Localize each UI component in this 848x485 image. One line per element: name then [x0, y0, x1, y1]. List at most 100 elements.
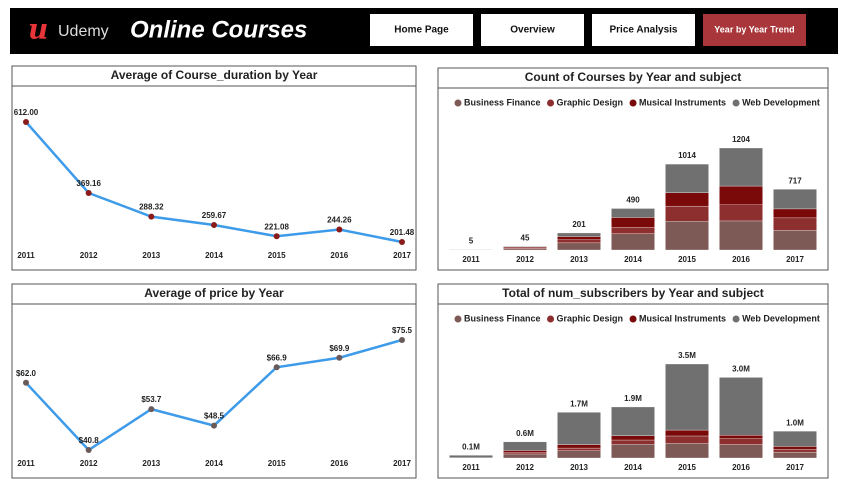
- bar-segment: [557, 412, 601, 445]
- bar-segment: [719, 147, 763, 187]
- logo-icon: u: [28, 13, 48, 46]
- bar-segment: [503, 441, 547, 451]
- legend-label: Web Development: [742, 97, 820, 107]
- point: [85, 447, 92, 453]
- legend-swatch: [454, 99, 462, 107]
- bar-segment: [557, 239, 601, 244]
- point: [336, 226, 343, 233]
- bar-segment: [503, 452, 547, 455]
- bar-segment: [557, 450, 601, 459]
- bar-segment: [773, 451, 817, 459]
- data-label: 288.32: [139, 203, 164, 212]
- bar-segment: [611, 227, 655, 234]
- total-label: 1.0M: [786, 418, 804, 427]
- nav-button[interactable]: [370, 14, 473, 46]
- chart-title: Average of price by Year: [144, 286, 284, 300]
- total-label: 1.9M: [624, 394, 642, 403]
- bar-segment: [611, 406, 655, 436]
- x-tick-label: 2016: [330, 251, 348, 260]
- legend-label: Business Finance: [464, 97, 541, 107]
- x-tick-label: 2012: [516, 463, 534, 472]
- data-label: 201.48: [390, 228, 415, 237]
- nav-button[interactable]: [703, 14, 806, 46]
- total-label: 717: [788, 176, 802, 185]
- x-tick-label: 2011: [462, 463, 480, 472]
- x-tick-label: 2015: [268, 251, 286, 260]
- nav-label[interactable]: Year by Year Trend: [714, 24, 794, 34]
- total-label: 1204: [732, 135, 750, 144]
- x-tick-label: 2014: [624, 255, 642, 264]
- bar-segment: [665, 221, 709, 251]
- bar-segment: [557, 447, 601, 451]
- data-label: $40.8: [79, 436, 100, 445]
- legend-swatch: [732, 315, 740, 323]
- total-label: 3.5M: [678, 351, 696, 360]
- bar-segment: [611, 439, 655, 445]
- bar-segment: [557, 232, 601, 237]
- bar-segment: [449, 455, 493, 458]
- bar-segment: [773, 189, 817, 210]
- data-label: $69.9: [329, 344, 350, 353]
- total-label: 1014: [678, 151, 696, 160]
- legend-label: Graphic Design: [557, 97, 624, 107]
- bar-segment: [503, 453, 547, 459]
- legend-swatch: [629, 315, 637, 323]
- x-tick-label: 2013: [142, 251, 160, 260]
- bar-segment: [665, 443, 709, 459]
- bar-segment: [773, 446, 817, 450]
- point: [148, 213, 155, 220]
- nav-button[interactable]: [481, 14, 584, 46]
- legend-label: Web Development: [742, 313, 820, 323]
- point: [211, 221, 217, 228]
- total-label: 1.7M: [570, 399, 588, 408]
- legend-swatch: [454, 315, 462, 323]
- bar-segment: [665, 429, 709, 437]
- x-tick-label: 2015: [678, 463, 696, 472]
- bar-segment: [611, 217, 655, 228]
- bar-segment: [665, 435, 709, 444]
- point: [148, 406, 155, 413]
- panel: [11, 65, 417, 271]
- data-label: 244.26: [327, 216, 352, 225]
- x-tick-label: 2017: [393, 459, 411, 468]
- bar-segment: [665, 163, 709, 193]
- bar-segment: [719, 438, 763, 445]
- nav-label[interactable]: Price Analysis: [609, 25, 677, 36]
- data-label: $53.7: [141, 395, 162, 404]
- point: [273, 233, 280, 240]
- chart-title: Count of Courses by Year and subject: [525, 70, 742, 84]
- total-label: 5: [469, 237, 474, 246]
- data-label: $62.0: [16, 369, 37, 378]
- legend-swatch: [732, 99, 740, 107]
- x-tick-label: 2016: [732, 463, 750, 472]
- bar-segment: [557, 444, 601, 449]
- x-tick-label: 2015: [268, 459, 286, 468]
- legend-label: Musical Instruments: [639, 97, 726, 107]
- data-label: 612.00: [14, 108, 39, 117]
- bar-segment: [611, 435, 655, 441]
- dashboard-title: Online Courses: [130, 16, 307, 43]
- data-label: $75.5: [392, 326, 413, 335]
- x-tick-label: 2012: [80, 459, 98, 468]
- nav-label[interactable]: Home Page: [394, 25, 449, 36]
- data-label: 221.08: [264, 222, 289, 231]
- total-label: 201: [572, 220, 586, 229]
- panel: [11, 283, 417, 479]
- x-tick-label: 2012: [516, 255, 534, 264]
- legend-label: Business Finance: [464, 313, 541, 323]
- point: [399, 337, 405, 343]
- x-tick-label: 2012: [80, 251, 98, 260]
- bar-segment: [773, 430, 817, 447]
- x-tick-label: 2011: [462, 255, 480, 264]
- nav-label[interactable]: Overview: [510, 25, 555, 36]
- data-label: $66.9: [267, 353, 288, 362]
- bar-segment: [611, 444, 655, 459]
- x-tick-label: 2014: [205, 459, 223, 468]
- bar-segment: [719, 444, 763, 459]
- bar-segment: [503, 246, 547, 249]
- nav-button[interactable]: [592, 14, 695, 46]
- bar-segment: [503, 246, 547, 248]
- bar-segment: [773, 217, 817, 231]
- legend-swatch: [547, 315, 555, 323]
